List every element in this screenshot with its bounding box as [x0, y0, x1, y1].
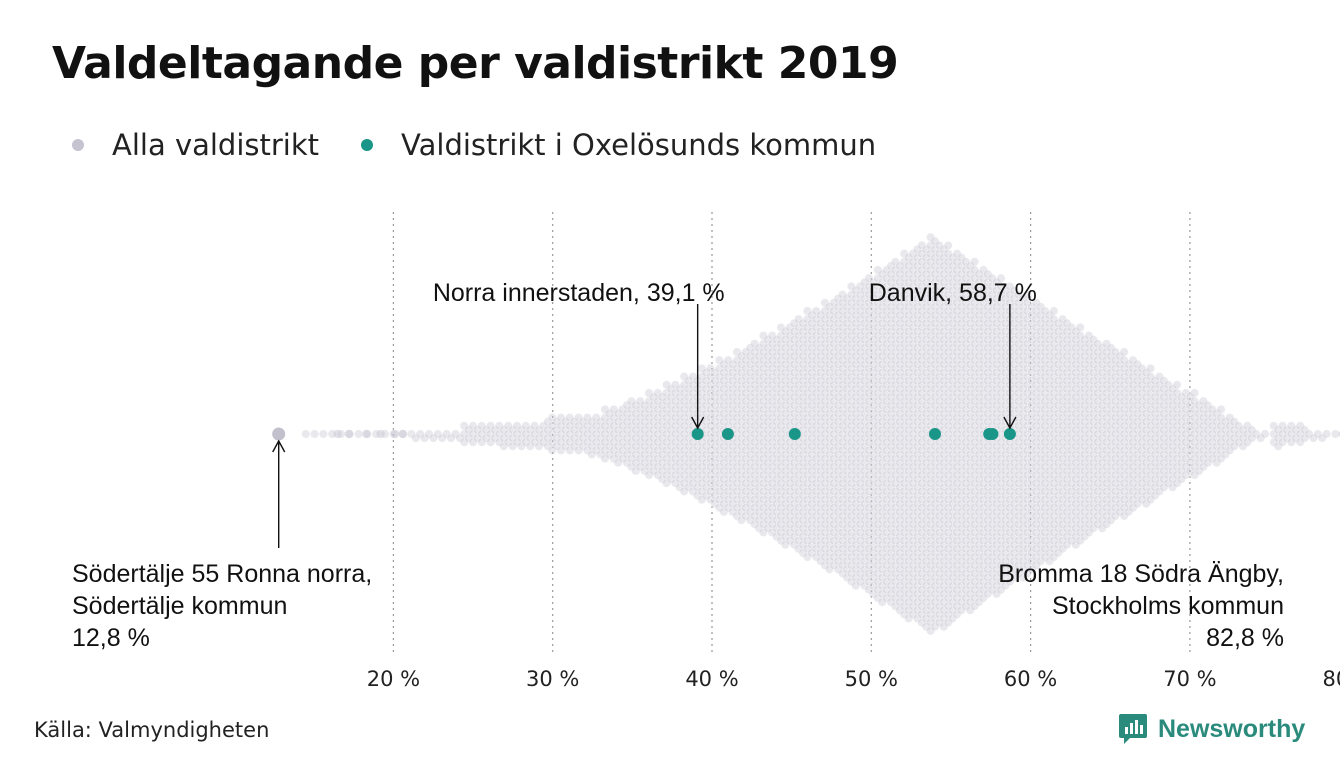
swarm-point	[398, 429, 408, 439]
legend-label-oxelosund: Valdistrikt i Oxelösunds kommun	[401, 128, 877, 162]
swarm-point	[362, 429, 372, 439]
source-note: Källa: Valmyndigheten	[34, 718, 270, 742]
annotation-label: Danvik, 58,7 %	[869, 279, 1037, 307]
annotation-label: Bromma 18 Södra Ängby,	[998, 560, 1284, 588]
swarm-point	[1322, 429, 1332, 439]
swarm-point	[380, 429, 390, 439]
chart-title: Valdeltagande per valdistrikt 2019	[52, 38, 899, 89]
annotation-label: 82,8 %	[1206, 624, 1284, 652]
annotation-label: Södertälje kommun	[72, 592, 287, 620]
oxelosund-point	[929, 428, 941, 440]
x-tick-label: 20 %	[367, 667, 420, 691]
beeswarm-chart: Norra innerstaden, 39,1 % Danvik, 58,7 % S…	[72, 212, 1340, 691]
oxelosund-point	[986, 428, 999, 440]
x-tick-label: 80 %	[1323, 667, 1340, 691]
swarm-point	[362, 429, 371, 439]
annotation-label: 12,8 %	[72, 624, 150, 652]
swarm-point	[389, 429, 399, 439]
oxelosund-point	[788, 428, 801, 440]
swarm-point	[398, 429, 408, 439]
swarm-point	[344, 429, 353, 439]
swarm-point	[1119, 347, 1129, 357]
swarm-point	[376, 429, 385, 439]
swarm-point	[1330, 429, 1340, 439]
swarm-point	[371, 429, 381, 439]
swarm-point	[1260, 429, 1270, 439]
swarm-point	[318, 429, 328, 439]
legend-item-all: Alla valdistrikt	[72, 128, 319, 162]
swarm-point	[333, 429, 342, 439]
legend-item-oxelosund: Valdistrikt i Oxelösunds kommun	[361, 128, 876, 162]
swarm-point	[336, 429, 346, 439]
x-tick-label: 60 %	[1004, 667, 1057, 691]
swarm-point	[1172, 380, 1182, 390]
oxelosund-point	[721, 428, 734, 440]
swarm-point	[390, 429, 400, 439]
swarm-point	[345, 429, 355, 439]
x-axis-ticks: 20 % 30 % 40 % 50 % 60 % 70 % 80 %	[367, 667, 1340, 691]
swarm-point	[943, 240, 953, 250]
swarm-point	[1216, 404, 1226, 414]
annotation-label: Stockholms kommun	[1052, 592, 1284, 620]
x-tick-label: 40 %	[685, 667, 738, 691]
brand: Newsworthy	[1118, 712, 1305, 746]
swarm-point	[310, 429, 320, 439]
x-tick-label: 70 %	[1163, 667, 1216, 691]
oxelosund-point	[691, 428, 704, 440]
swarm-point	[327, 429, 337, 439]
x-tick-label: 50 %	[845, 667, 898, 691]
swarm-point	[301, 429, 311, 439]
extreme-point-min	[272, 427, 286, 441]
oxelosund-point	[1003, 428, 1016, 440]
x-tick-label: 30 %	[526, 667, 579, 691]
swarm-point	[1049, 306, 1059, 316]
annotation-label: Södertälje 55 Ronna norra,	[72, 560, 372, 588]
swarm-point	[1075, 322, 1085, 332]
brand-name: Newsworthy	[1158, 714, 1306, 743]
legend-dot-oxelosund	[361, 139, 374, 151]
swarm-point	[354, 429, 364, 439]
legend: Alla valdistrikt Valdistrikt i Oxelösund…	[72, 128, 918, 162]
legend-dot-all	[72, 139, 84, 151]
swarm-point	[970, 257, 980, 267]
swarm-point	[1146, 363, 1156, 373]
newsworthy-logo-icon	[1119, 714, 1147, 744]
annotation-label: Norra innerstaden, 39,1 %	[433, 279, 725, 307]
legend-label-all: Alla valdistrikt	[112, 128, 320, 162]
swarm-point	[1190, 388, 1200, 398]
